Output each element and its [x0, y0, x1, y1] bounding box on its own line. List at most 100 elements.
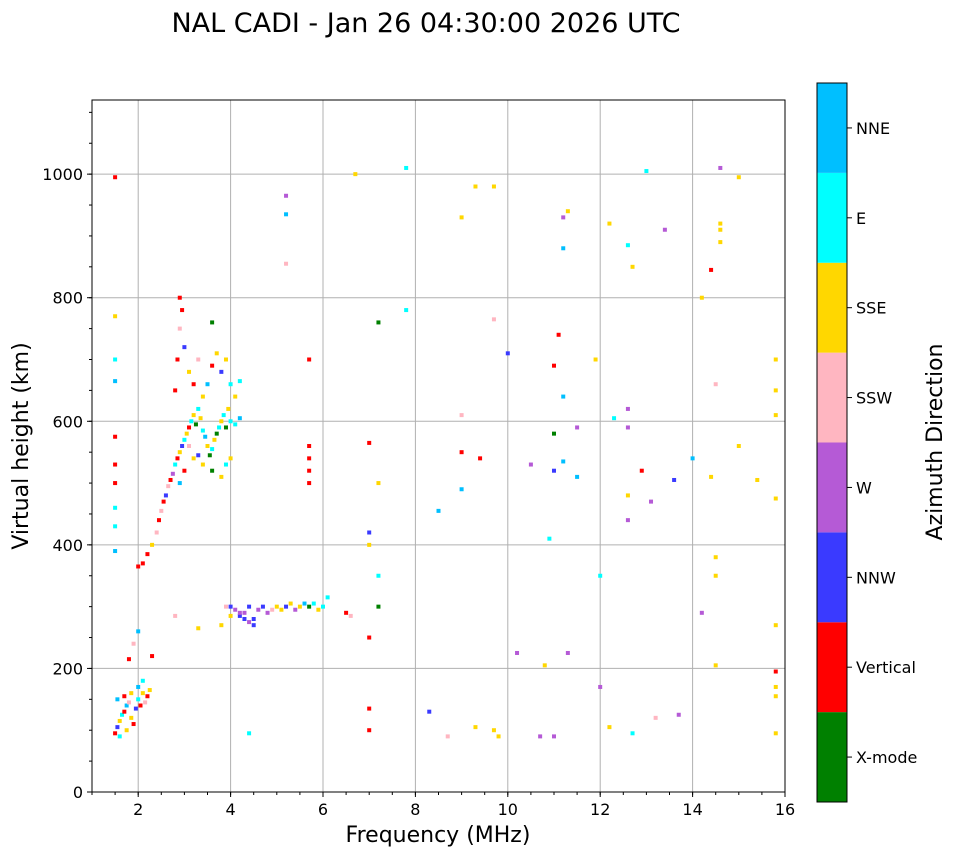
data-point [182, 437, 187, 442]
data-point [113, 314, 118, 319]
data-point [200, 462, 205, 467]
data-point [150, 542, 155, 547]
colorbar-segment [817, 442, 847, 533]
data-point [166, 484, 171, 489]
data-point [140, 561, 145, 566]
data-point [180, 308, 185, 313]
y-tick-label: 1000 [42, 165, 83, 184]
data-point [191, 413, 196, 418]
chart-title: NAL CADI - Jan 26 04:30:00 2026 UTC [171, 8, 680, 39]
data-point [159, 508, 164, 513]
data-point [459, 215, 464, 220]
data-point [473, 184, 478, 189]
colorbar-tick-label: W [856, 478, 872, 497]
data-point [115, 725, 120, 730]
data-point [120, 712, 125, 717]
data-point [561, 246, 566, 251]
data-point [189, 419, 194, 424]
data-point [143, 700, 148, 705]
data-point [773, 731, 778, 736]
data-point [515, 650, 520, 655]
data-point [133, 706, 138, 711]
data-point [376, 320, 381, 325]
data-point [307, 468, 312, 473]
data-point [219, 369, 224, 374]
y-ticks: 0 200 400 600 800 1000 [42, 111, 92, 802]
data-point [228, 382, 233, 387]
x-tick-label: 10 [498, 800, 518, 819]
data-point [755, 477, 760, 482]
data-point [552, 363, 556, 368]
data-point [736, 444, 741, 448]
colorbar-segment [817, 622, 847, 713]
data-point [644, 169, 649, 174]
data-point [612, 416, 617, 421]
plot-area: 2 4 6 8 10 12 14 16 0 200 400 600 800 1000 [42, 99, 795, 819]
data-point [251, 623, 256, 628]
data-point [376, 604, 381, 609]
plot-background [92, 100, 785, 792]
data-point [307, 604, 312, 609]
data-point [649, 499, 654, 504]
data-point [136, 629, 141, 634]
data-point [459, 450, 464, 455]
data-point [247, 731, 252, 736]
data-point [575, 425, 580, 430]
data-point [607, 725, 612, 730]
data-point [203, 434, 208, 439]
data-point [124, 703, 129, 708]
data-point [131, 641, 136, 646]
data-point [200, 428, 205, 433]
data-point [177, 326, 182, 331]
data-point [593, 357, 598, 362]
x-tick-label: 4 [226, 800, 236, 819]
data-point [496, 734, 501, 739]
data-point [709, 474, 714, 479]
data-point [538, 734, 543, 739]
data-point [124, 728, 129, 733]
data-point [552, 468, 556, 473]
data-point [122, 709, 127, 714]
data-point [625, 406, 630, 411]
data-point [219, 474, 224, 479]
data-point [773, 694, 778, 699]
colorbar-segment [817, 83, 847, 173]
data-point [491, 184, 496, 189]
data-point [690, 456, 695, 461]
data-point [436, 508, 441, 513]
data-point [565, 209, 570, 214]
data-point [542, 663, 547, 668]
data-point [528, 462, 533, 467]
data-point [247, 604, 252, 609]
y-tick-label: 200 [52, 659, 83, 678]
data-point [210, 468, 215, 473]
data-point [237, 613, 242, 618]
data-point [607, 221, 612, 226]
data-point [367, 706, 372, 711]
data-point [115, 697, 120, 702]
data-point [145, 694, 150, 699]
data-points [113, 165, 778, 739]
data-point [223, 604, 228, 609]
data-point [223, 425, 228, 430]
data-point [113, 481, 118, 486]
data-point [302, 601, 307, 606]
data-point [699, 295, 704, 300]
colorbar-tick-label: X-mode [856, 748, 917, 767]
data-point [773, 413, 778, 418]
data-point [191, 456, 196, 461]
data-point [575, 474, 580, 479]
data-point [367, 440, 372, 445]
data-point [260, 604, 265, 609]
data-point [718, 227, 723, 232]
data-point [376, 481, 381, 486]
data-point [113, 175, 118, 180]
data-point [113, 524, 118, 529]
data-point [207, 453, 212, 458]
colorbar-tick-label: SSE [856, 299, 886, 318]
data-point [129, 691, 134, 696]
data-point [561, 459, 566, 464]
data-point [284, 193, 289, 198]
data-point [228, 613, 233, 618]
